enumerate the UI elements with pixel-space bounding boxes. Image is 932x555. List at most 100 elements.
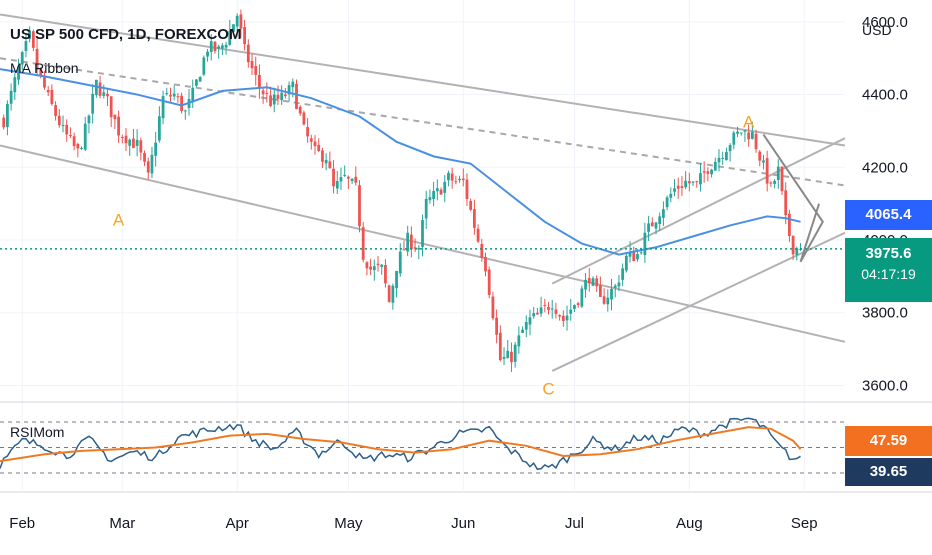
candle	[302, 112, 306, 125]
ma-ribbon-line	[0, 68, 801, 256]
candle	[554, 309, 558, 314]
candle	[617, 282, 621, 287]
candle	[550, 308, 554, 310]
candle	[676, 185, 680, 189]
wave-label-b: B	[232, 0, 243, 2]
candle	[39, 68, 43, 76]
candle	[235, 15, 239, 27]
candle	[498, 332, 502, 361]
candle	[684, 180, 688, 188]
x-tick-label: Feb	[9, 515, 35, 532]
candle	[650, 222, 654, 227]
candle	[739, 132, 743, 134]
candle	[202, 57, 206, 75]
candle	[269, 95, 272, 107]
candle	[521, 329, 524, 333]
candle	[380, 264, 384, 267]
candle	[569, 309, 573, 314]
candle	[747, 132, 751, 140]
candle	[447, 172, 450, 181]
candle	[780, 166, 784, 192]
candle	[61, 124, 65, 126]
candle	[43, 75, 46, 88]
candle	[632, 252, 636, 262]
y-tick-label: 4200.0	[862, 159, 908, 176]
candle	[183, 110, 187, 112]
candle	[365, 262, 369, 269]
candle	[328, 161, 332, 169]
candle	[384, 265, 387, 284]
candle	[31, 31, 35, 48]
candle	[76, 143, 80, 149]
candle	[176, 96, 180, 98]
candle	[376, 263, 380, 266]
candle	[2, 117, 6, 128]
ma-ribbon-label[interactable]: MA Ribbon	[10, 60, 79, 76]
candle	[195, 79, 198, 86]
candle	[217, 46, 221, 49]
candle	[358, 185, 361, 227]
last-price-value: 3975.6	[865, 245, 912, 262]
candle	[465, 179, 469, 200]
candle	[321, 150, 324, 162]
candle	[350, 178, 354, 182]
candle	[206, 51, 209, 57]
candle	[691, 181, 695, 183]
candle	[198, 77, 202, 82]
candle	[387, 285, 391, 302]
candle	[150, 154, 154, 174]
candle	[595, 278, 599, 287]
candle	[317, 144, 321, 151]
candle	[165, 93, 169, 95]
candle	[450, 173, 454, 181]
candle	[132, 138, 135, 148]
candle	[539, 307, 543, 314]
candle	[98, 82, 102, 96]
candle	[157, 116, 161, 141]
candle	[135, 139, 139, 146]
candle	[91, 93, 95, 114]
candle	[628, 252, 632, 257]
candle	[576, 303, 580, 306]
candle	[113, 114, 117, 120]
candle	[117, 116, 120, 136]
candle	[699, 173, 702, 185]
candle	[754, 133, 758, 150]
candle	[83, 123, 87, 150]
candle	[154, 142, 158, 156]
candle	[484, 257, 487, 272]
candle	[606, 297, 610, 305]
candle	[124, 135, 128, 144]
x-tick-label: Sep	[791, 515, 818, 532]
candle	[287, 85, 291, 95]
candle	[54, 105, 57, 116]
candle	[313, 141, 317, 147]
candle	[435, 188, 439, 192]
chart-title[interactable]: US SP 500 CFD, 1D, FOREXCOM	[10, 26, 242, 43]
candle	[143, 153, 146, 162]
candle	[191, 87, 195, 102]
candle	[213, 41, 217, 52]
candle	[128, 139, 132, 146]
candle	[65, 124, 69, 135]
candle	[6, 103, 9, 128]
candle	[398, 251, 402, 274]
candle	[528, 317, 532, 325]
rsi-value-tag: 47.59	[845, 426, 932, 456]
candle	[232, 24, 235, 32]
candle	[220, 45, 224, 49]
candle	[517, 335, 521, 347]
candle	[599, 285, 602, 297]
candle	[743, 130, 747, 132]
candle	[758, 151, 762, 161]
candle	[339, 177, 343, 182]
candle	[469, 200, 473, 210]
rsi-indicator-label[interactable]: RSIMom	[10, 424, 65, 440]
candle	[324, 159, 328, 164]
candle	[421, 220, 424, 247]
candle	[343, 174, 347, 176]
candle	[224, 44, 228, 48]
candle	[717, 157, 721, 163]
wave-label-a: A	[743, 112, 755, 131]
